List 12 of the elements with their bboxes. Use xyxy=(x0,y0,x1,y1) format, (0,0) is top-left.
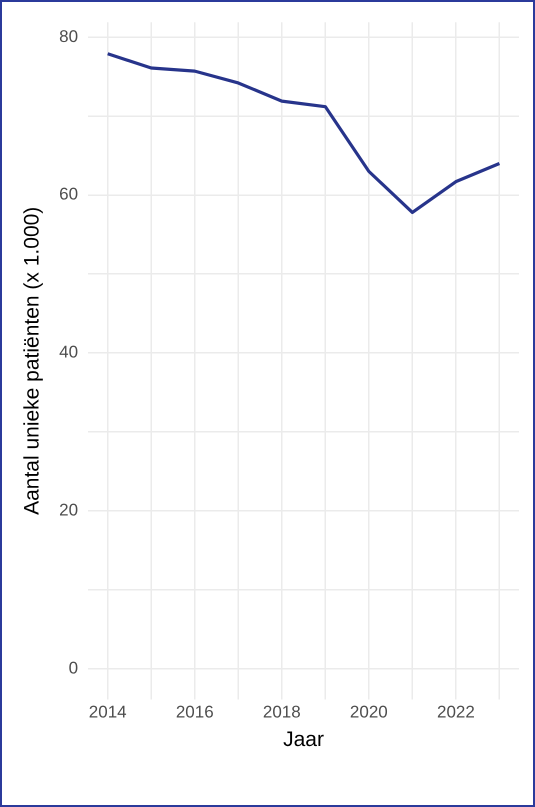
x-tick-label: 2016 xyxy=(176,702,214,722)
y-tick-label: 20 xyxy=(59,500,78,520)
y-tick-label: 60 xyxy=(59,184,78,204)
x-tick-label: 2022 xyxy=(436,702,475,722)
y-tick-label: 0 xyxy=(68,658,78,678)
x-axis-title: Jaar xyxy=(283,728,324,752)
x-tick-label: 2018 xyxy=(262,702,301,722)
x-tick-label: 2014 xyxy=(88,702,127,722)
y-axis-title: Aantal unieke patiënten (x 1.000) xyxy=(20,206,44,515)
y-tick-label: 40 xyxy=(59,342,78,362)
y-tick-label: 80 xyxy=(59,26,78,46)
x-tick-label: 2020 xyxy=(350,702,388,722)
